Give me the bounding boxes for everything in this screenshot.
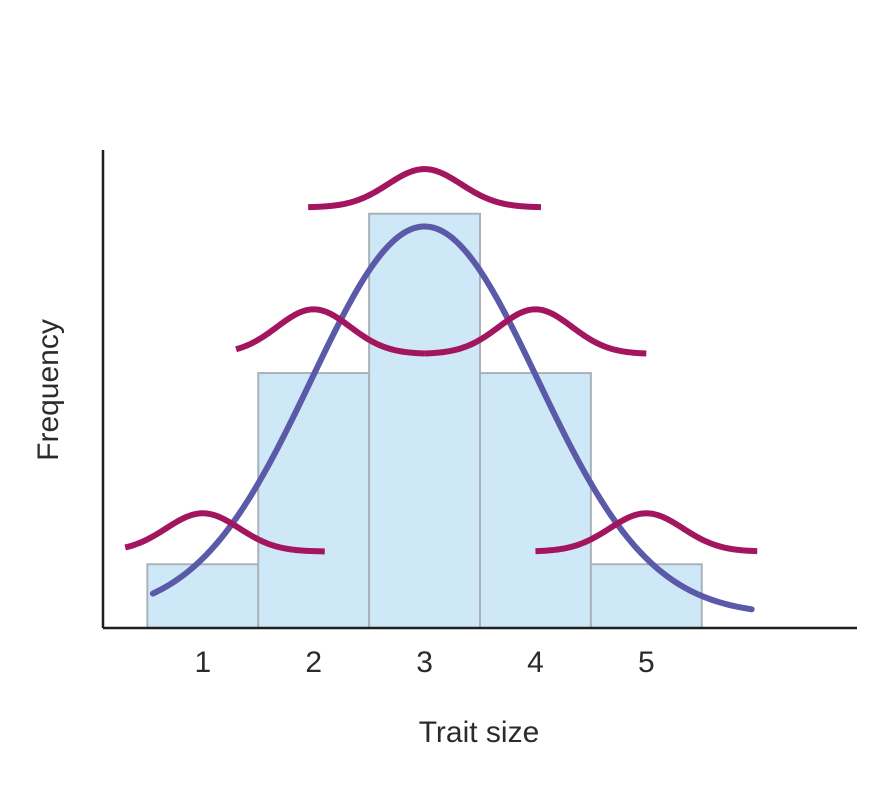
x-tick-label-5: 5 xyxy=(638,646,655,679)
overall-distribution-curve xyxy=(149,223,755,613)
bar-2 xyxy=(257,372,371,630)
component-curve-3 xyxy=(308,166,542,211)
x-tick-label-1: 1 xyxy=(194,646,211,679)
bar-5 xyxy=(589,563,703,629)
x-tick-label-3: 3 xyxy=(416,646,433,679)
component-curve-1 xyxy=(124,510,325,555)
y-axis-label: Frequency xyxy=(32,319,65,461)
bar-3 xyxy=(368,212,481,629)
axes-layer xyxy=(101,150,857,630)
bar-1 xyxy=(146,563,260,629)
component-curve-4 xyxy=(424,306,647,357)
curves-layer xyxy=(124,166,758,613)
component-curve-5 xyxy=(535,510,758,555)
x-axis-label: Trait size xyxy=(419,716,540,749)
bar-4 xyxy=(479,372,592,630)
x-tick-label-2: 2 xyxy=(305,646,322,679)
bars-layer xyxy=(146,212,703,630)
x-tick-labels: 1 2 3 4 5 xyxy=(194,646,654,679)
component-curve-2 xyxy=(235,306,425,357)
x-tick-label-4: 4 xyxy=(527,646,544,679)
